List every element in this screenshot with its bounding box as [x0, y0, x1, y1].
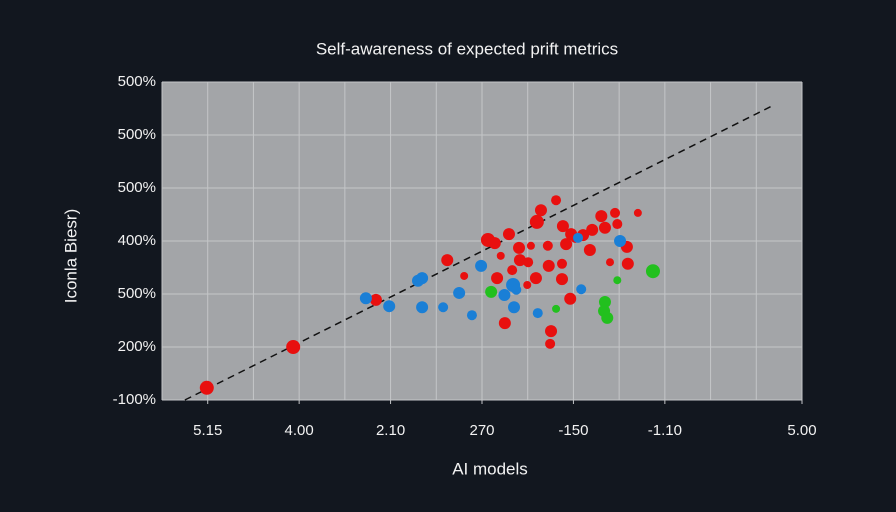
point — [645, 264, 660, 279]
point — [496, 251, 505, 260]
point — [621, 257, 634, 270]
point — [453, 286, 466, 299]
point — [613, 276, 622, 285]
point — [513, 241, 526, 254]
x-tick-label: 4.00 — [285, 422, 314, 439]
point — [586, 223, 599, 236]
x-tick-label: 5.00 — [787, 422, 816, 439]
x-tick-label: -1.10 — [648, 422, 682, 439]
x-tick-label: 2.10 — [376, 422, 405, 439]
y-tick-label: 500% — [118, 126, 156, 143]
point — [545, 338, 556, 349]
point — [475, 259, 488, 272]
point — [369, 293, 382, 306]
point — [523, 257, 534, 268]
point — [583, 244, 596, 257]
point — [542, 259, 555, 272]
point — [598, 221, 611, 234]
point — [598, 295, 611, 308]
point — [466, 310, 477, 321]
point — [488, 237, 501, 250]
chart-title: Self-awareness of expected prift metrics — [316, 39, 618, 58]
point — [383, 300, 396, 313]
trend-line — [184, 105, 773, 401]
point — [556, 220, 569, 233]
point — [557, 258, 567, 269]
y-tick-label: -100% — [113, 391, 156, 408]
point — [534, 204, 547, 217]
point — [612, 219, 623, 230]
point — [498, 289, 511, 302]
point — [485, 285, 498, 298]
y-tick-label: 400% — [118, 232, 156, 249]
point — [416, 272, 429, 285]
point — [542, 240, 553, 251]
x-tick-label: 5.15 — [193, 422, 222, 439]
point — [560, 238, 573, 251]
point — [610, 207, 621, 218]
point — [564, 292, 577, 305]
point — [359, 292, 372, 305]
y-tick-label: 200% — [118, 338, 156, 355]
y-tick-label: 500% — [118, 179, 156, 196]
x-axis-label: AI models — [452, 459, 528, 478]
point — [511, 284, 522, 295]
point — [523, 280, 532, 289]
point — [507, 265, 518, 276]
point — [529, 214, 544, 229]
point — [491, 272, 504, 285]
point — [606, 258, 614, 267]
point — [508, 301, 520, 314]
point — [438, 302, 449, 313]
point — [633, 208, 642, 217]
point — [513, 254, 526, 267]
y-tick-label: 500% — [118, 73, 156, 90]
point — [498, 317, 511, 330]
point — [601, 311, 614, 324]
point — [416, 301, 429, 314]
point — [460, 271, 469, 280]
marks — [184, 105, 773, 401]
x-tick-label: 270 — [469, 422, 494, 439]
point — [595, 210, 608, 223]
point — [441, 254, 454, 267]
point — [199, 380, 214, 395]
point — [532, 308, 543, 319]
point — [502, 228, 515, 241]
point — [526, 241, 535, 250]
point — [576, 284, 587, 295]
point — [545, 325, 558, 338]
y-axis-label: Iconla Biesr) — [61, 209, 80, 303]
point — [286, 340, 301, 354]
x-tick-label: -150 — [558, 422, 588, 439]
point — [551, 195, 562, 206]
point — [614, 235, 627, 247]
y-tick-label: 500% — [118, 285, 156, 302]
point — [529, 272, 542, 285]
point — [573, 232, 583, 243]
point — [556, 273, 568, 286]
point — [552, 304, 561, 313]
